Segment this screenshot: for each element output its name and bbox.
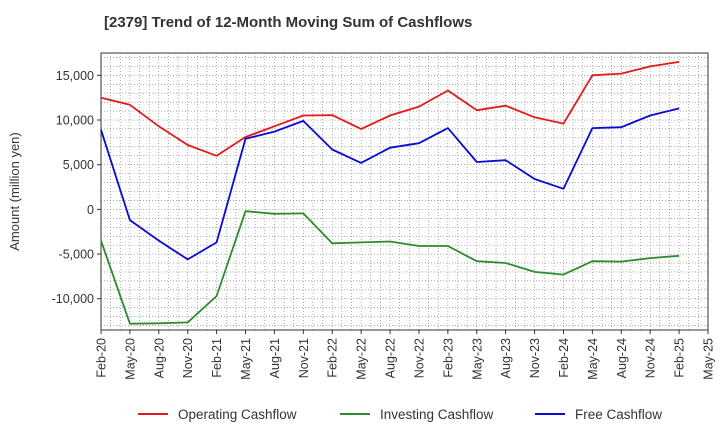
y-tick-label: -10,000 xyxy=(52,292,94,306)
y-axis-ticks: -10,000 -5,000 0 5,000 10,000 15,000 xyxy=(52,69,101,306)
grid-layer xyxy=(101,53,708,330)
y-tick-label: 15,000 xyxy=(56,69,94,83)
x-tick-label: May-25 xyxy=(702,338,716,380)
y-axis-label: Amount (million yen) xyxy=(7,132,22,251)
series-line-1 xyxy=(100,210,680,325)
legend-label: Free Cashflow xyxy=(575,407,662,422)
x-tick-label: May-24 xyxy=(586,338,600,380)
legend-label: Investing Cashflow xyxy=(380,407,494,422)
x-tick-label: Aug-22 xyxy=(384,338,398,378)
x-tick-label: Feb-24 xyxy=(557,338,571,378)
x-tick-label: Feb-23 xyxy=(441,338,455,378)
legend-label: Operating Cashflow xyxy=(178,407,297,422)
x-tick-label: Aug-24 xyxy=(615,338,629,378)
series-line-0 xyxy=(100,61,680,157)
x-tick-label: Feb-25 xyxy=(673,338,687,378)
x-tick-label: Nov-20 xyxy=(181,338,195,378)
y-tick-label: 0 xyxy=(87,203,94,217)
x-tick-label: Feb-22 xyxy=(326,338,340,378)
x-tick-label: Feb-21 xyxy=(210,338,224,378)
x-tick-label: May-21 xyxy=(239,338,253,380)
x-tick-label: May-20 xyxy=(123,338,137,380)
x-tick-label: May-22 xyxy=(355,338,369,380)
legend: Operating Cashflow Investing Cashflow Free… xyxy=(138,407,662,422)
plot-frame xyxy=(100,52,709,331)
x-tick-label: Aug-21 xyxy=(268,338,282,378)
x-tick-label: Aug-20 xyxy=(152,338,166,378)
y-tick-label: 5,000 xyxy=(63,158,94,172)
x-tick-label: May-23 xyxy=(470,338,484,380)
series-line-2 xyxy=(100,107,680,261)
x-tick-label: Aug-23 xyxy=(499,338,513,378)
x-tick-label: Feb-20 xyxy=(95,338,109,378)
x-tick-label: Nov-24 xyxy=(644,338,658,378)
x-tick-label: Nov-23 xyxy=(528,338,542,378)
chart-title: [2379] Trend of 12-Month Moving Sum of C… xyxy=(104,14,473,31)
series-layer xyxy=(100,61,680,325)
y-tick-label: -5,000 xyxy=(59,248,94,262)
x-tick-label: Nov-22 xyxy=(412,338,426,378)
y-tick-label: 10,000 xyxy=(56,114,94,128)
x-tick-label: Nov-21 xyxy=(297,338,311,378)
x-axis-ticks: Feb-20 May-20 Aug-20 Nov-20 Feb-21 May-21 Aug-… xyxy=(95,330,716,380)
